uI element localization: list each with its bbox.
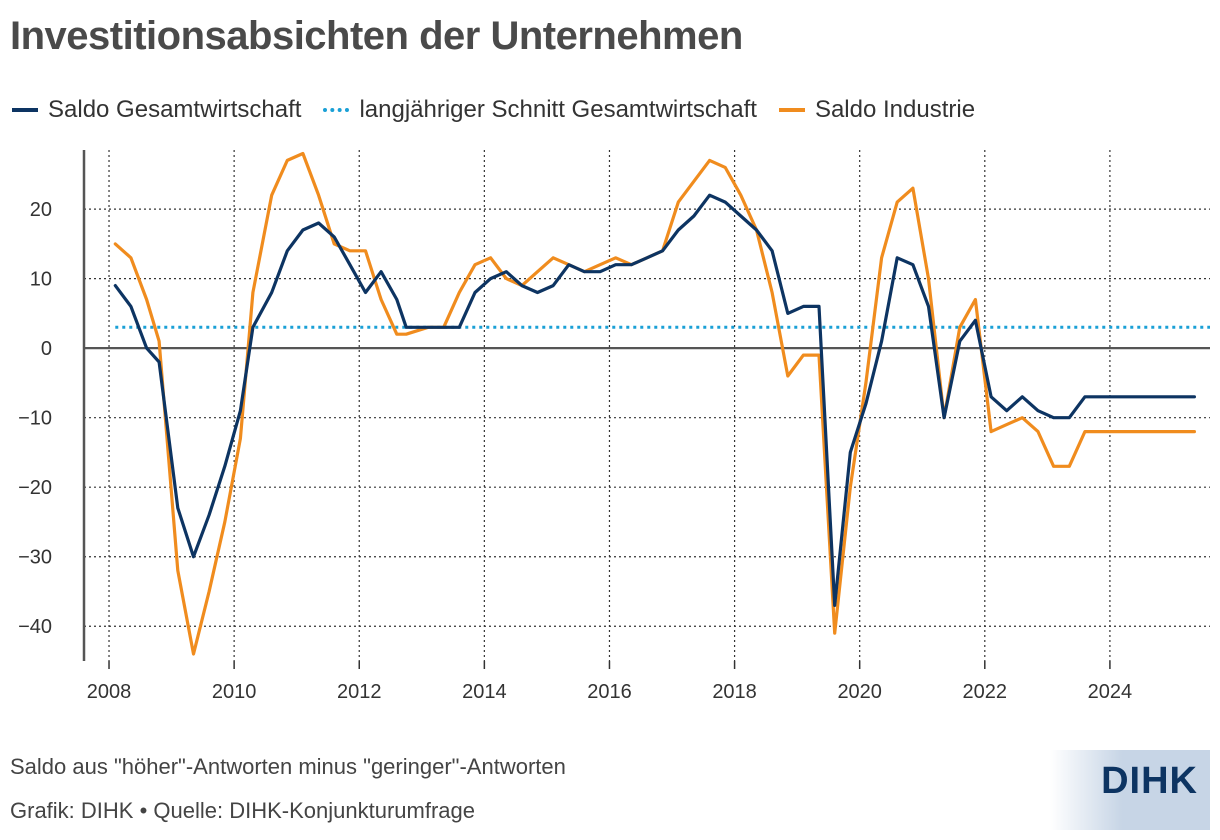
x-tick-label: 2014	[462, 681, 507, 703]
legend-item-gesamt: Saldo Gesamtwirtschaft	[12, 96, 301, 124]
y-tick-label: −30	[18, 547, 52, 569]
series-layer	[113, 151, 1210, 656]
dihk-logo: DIHK	[1050, 750, 1210, 830]
y-tick-label: 20	[30, 199, 52, 221]
grid-layer	[84, 150, 1210, 661]
footer-note: Saldo aus "höher"-Antworten minus "gerin…	[10, 754, 566, 779]
x-tick-label: 2018	[712, 681, 757, 703]
y-tick-label: 10	[30, 269, 52, 291]
x-tick-label: 2008	[87, 681, 132, 703]
legend-swatch-industrie	[778, 108, 805, 112]
x-tick-label: 2016	[587, 681, 632, 703]
legend-label-industrie: Saldo Industrie	[814, 96, 976, 123]
y-tick-label: 0	[41, 338, 52, 360]
legend-swatch-schnitt	[323, 108, 350, 112]
legend-label-gesamt: Saldo Gesamtwirtschaft	[48, 96, 302, 123]
chart-title: Investitionsabsichten der Unternehmen	[10, 14, 743, 58]
legend: Saldo Gesamtwirtschaft langjähriger Schn…	[12, 96, 997, 124]
axis-layer	[82, 150, 1210, 669]
series-line-gesamt	[113, 193, 1197, 607]
x-tick-label: 2012	[337, 681, 382, 703]
legend-item-industrie: Saldo Industrie	[778, 96, 976, 124]
tick-label-layer: 2008 2010 2012 2014 2016 2018 2020 2022 20242010…	[18, 199, 1132, 703]
x-tick-label: 2024	[1088, 681, 1133, 703]
dihk-logo-text: DIHK	[1101, 760, 1198, 802]
legend-item-schnitt: langjähriger Schnitt Gesamtwirtschaft	[323, 96, 757, 124]
x-tick-label: 2020	[837, 681, 882, 703]
line-chart: 2008 2010 2012 2014 2016 2018 2020 2022 20242010…	[18, 150, 1210, 703]
y-tick-label: −40	[18, 616, 52, 638]
legend-label-schnitt: langjähriger Schnitt Gesamtwirtschaft	[359, 96, 757, 123]
y-tick-label: −20	[18, 477, 52, 499]
y-tick-label: −10	[18, 408, 52, 430]
x-tick-label: 2022	[963, 681, 1008, 703]
footer-source: Grafik: DIHK • Quelle: DIHK-Konjunkturum…	[10, 798, 475, 823]
x-tick-label: 2010	[212, 681, 257, 703]
legend-swatch-gesamt	[12, 108, 38, 112]
